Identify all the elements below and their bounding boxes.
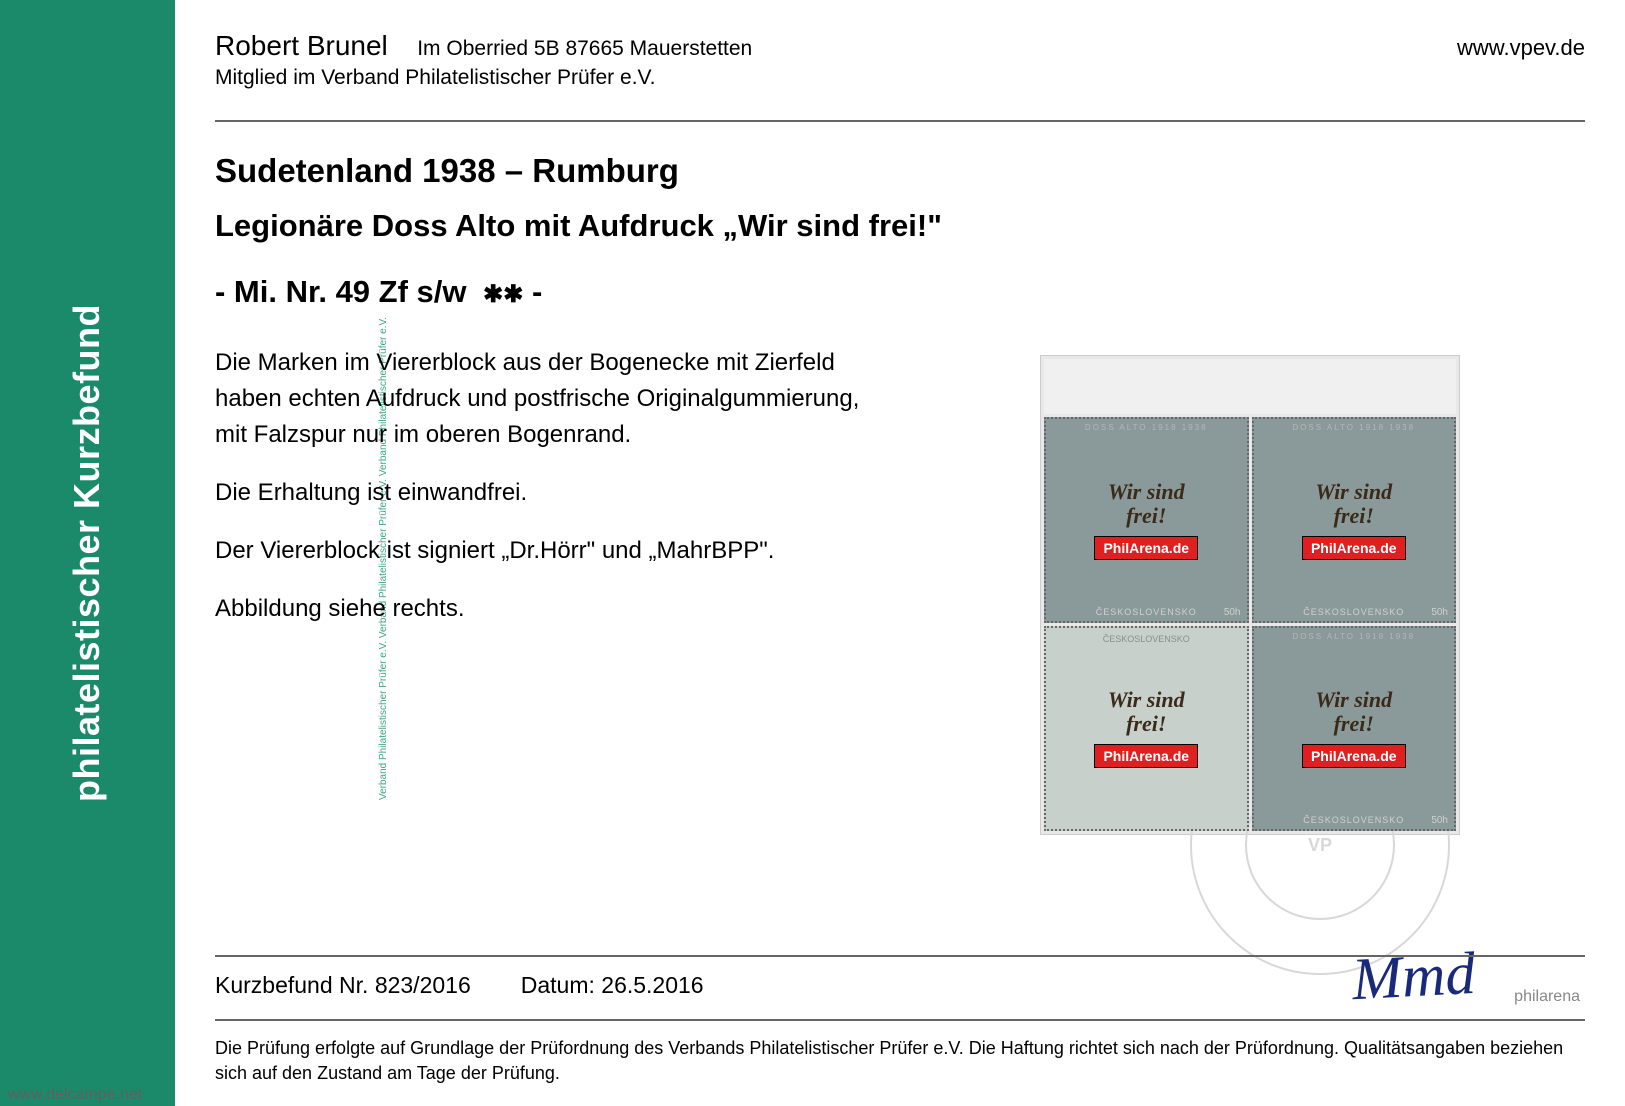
- stamp-country-4: ČESKOSLOVENSKO: [1303, 815, 1404, 825]
- image-column: VP DOSS ALTO 1918 1938 Wir sind frei! Ph…: [915, 345, 1585, 835]
- stamp-1: DOSS ALTO 1918 1938 Wir sind frei! PhilA…: [1044, 417, 1249, 623]
- catalog-number: - Mi. Nr. 49 Zf s/w ✱✱ -: [215, 274, 1585, 310]
- sheet-margin: [1044, 359, 1456, 414]
- condition-stars: ✱✱: [483, 281, 523, 308]
- stamp-3-zierfeld: ČESKOSLOVENSKO Wir sind frei! PhilArena.…: [1044, 626, 1249, 832]
- zierfeld-country: ČESKOSLOVENSKO: [1103, 634, 1190, 644]
- description-p1: Die Marken im Viererblock aus der Bogene…: [215, 345, 895, 453]
- header-divider: [215, 120, 1585, 122]
- sub-title: Legionäre Doss Alto mit Aufdruck „Wir si…: [215, 208, 1585, 244]
- watermark-4: PhilArena.de: [1302, 744, 1406, 768]
- header: Robert Brunel Im Oberried 5B 87665 Mauer…: [215, 30, 1585, 90]
- header-left: Robert Brunel Im Oberried 5B 87665 Mauer…: [215, 30, 752, 62]
- overprint-2: Wir sind frei!: [1315, 480, 1392, 528]
- stamp-country-1: ČESKOSLOVENSKO: [1096, 607, 1197, 617]
- main-title: Sudetenland 1938 – Rumburg: [215, 152, 1585, 190]
- footer: Kurzbefund Nr. 823/2016 Datum: 26.5.2016…: [215, 955, 1585, 1086]
- delcampe-watermark: www.delcampe.net: [8, 1086, 142, 1104]
- watermark-1: PhilArena.de: [1094, 536, 1198, 560]
- watermark-3: PhilArena.de: [1094, 744, 1198, 768]
- description-p4: Abbildung siehe rechts.: [215, 591, 895, 627]
- catalog-prefix: - Mi. Nr. 49 Zf s/w: [215, 274, 467, 309]
- sidebar: philatelistischer Kurzbefund Verband Phi…: [0, 0, 175, 1106]
- overprint-1: Wir sind frei!: [1108, 480, 1185, 528]
- footer-divider-bottom: [215, 1019, 1585, 1021]
- catalog-suffix: -: [532, 274, 542, 309]
- website-url: www.vpev.de: [1457, 35, 1585, 61]
- title-section: Sudetenland 1938 – Rumburg Legionäre Dos…: [215, 152, 1585, 310]
- stamp-value-1: 50h: [1224, 607, 1241, 618]
- examiner-address: Im Oberried 5B 87665 Mauerstetten: [417, 37, 752, 60]
- stamp-country-2: ČESKOSLOVENSKO: [1303, 607, 1404, 617]
- stamp-top-text-4: DOSS ALTO 1918 1938: [1292, 632, 1415, 641]
- certificate-date: Datum: 26.5.2016: [521, 972, 704, 999]
- footer-info-row: Kurzbefund Nr. 823/2016 Datum: 26.5.2016: [215, 972, 1585, 999]
- watermark-2: PhilArena.de: [1302, 536, 1406, 560]
- main-content: Robert Brunel Im Oberried 5B 87665 Mauer…: [175, 0, 1625, 1106]
- sidebar-title: philatelistischer Kurzbefund: [67, 304, 109, 802]
- content-area: Die Marken im Viererblock aus der Bogene…: [215, 345, 1585, 835]
- stamp-value-2: 50h: [1431, 607, 1448, 618]
- member-line: Mitglied im Verband Philatelistischer Pr…: [215, 66, 1585, 90]
- description-p3: Der Viererblock ist signiert „Dr.Hörr" u…: [215, 533, 895, 569]
- header-top-row: Robert Brunel Im Oberried 5B 87665 Mauer…: [215, 30, 1585, 62]
- disclaimer-text: Die Prüfung erfolgte auf Grundlage der P…: [215, 1036, 1585, 1086]
- stamp-top-text: DOSS ALTO 1918 1938: [1085, 423, 1208, 432]
- text-column: Die Marken im Viererblock aus der Bogene…: [215, 345, 915, 835]
- certificate-number: Kurzbefund Nr. 823/2016: [215, 972, 471, 999]
- overprint-3: Wir sind frei!: [1108, 688, 1185, 736]
- certificate-document: philatelistischer Kurzbefund Verband Phi…: [0, 0, 1625, 1106]
- stamp-4: DOSS ALTO 1918 1938 Wir sind frei! PhilA…: [1252, 626, 1457, 832]
- footer-left: Kurzbefund Nr. 823/2016 Datum: 26.5.2016: [215, 972, 704, 999]
- overprint-4: Wir sind frei!: [1315, 688, 1392, 736]
- description-p2: Die Erhaltung ist einwandfrei.: [215, 475, 895, 511]
- footer-divider-top: [215, 955, 1585, 957]
- stamp-2: DOSS ALTO 1918 1938 Wir sind frei! PhilA…: [1252, 417, 1457, 623]
- stamp-top-text-2: DOSS ALTO 1918 1938: [1292, 423, 1415, 432]
- stamp-value-4: 50h: [1431, 815, 1448, 826]
- examiner-name: Robert Brunel: [215, 30, 388, 61]
